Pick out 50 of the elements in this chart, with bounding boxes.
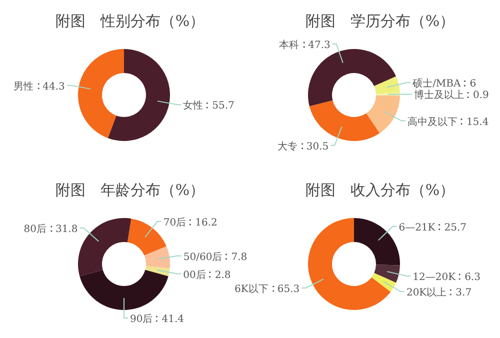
data-label: 65.3 [277,284,300,295]
donut-slice [308,49,396,106]
donut-slice [80,270,168,310]
slice-label: 12—20K [412,272,456,283]
slice-label: 6—21K [398,222,436,234]
slice-label: 6K以下 [234,282,268,295]
donut-slice [374,76,400,94]
chart-title: 附图 性别分布（%） [55,12,205,30]
slice-label: 00后 [183,268,206,281]
data-label: 47.3 [308,40,330,51]
slice-label: 80后 [24,223,46,236]
data-label: 16.2 [195,218,218,229]
donut-slice [108,49,170,141]
slice-label: 大专 [277,140,298,152]
slice-label: 博士及以上 [414,89,464,102]
data-label: 6.3 [464,272,480,283]
data-label: 41.4 [162,314,184,325]
data-label: 15.4 [466,116,489,128]
data-label: 44.3 [42,81,65,92]
donut-slice [308,218,391,310]
data-label: 25.7 [444,222,467,234]
donut-slice [145,266,170,276]
donut-slice [372,272,396,292]
chart-title: 附图 学历分布（%） [305,12,455,30]
slice-label: 硕士/MBA [412,78,462,90]
slice-label: 本科 [279,38,300,51]
donut-slice [354,218,400,266]
slice-label: 20K以上 [406,286,447,299]
data-label: 30.5 [306,141,329,152]
slice-label: 高中及以下 [407,116,458,128]
slice-label: 男性 [14,80,34,92]
data-label: 6 [470,78,476,90]
slice-label: 90后 [130,313,153,325]
chart-title: 附图 收入分布（%） [305,181,455,199]
chart-title: 附图 年龄分布（%） [55,181,205,199]
data-label: 0.9 [472,90,489,102]
data-label: 31.8 [55,224,78,236]
slice-label: 50/60后 [183,250,222,263]
donut-slice [366,95,400,134]
donut-slice [78,49,124,138]
donut-slice [309,100,380,141]
slice-label: 女性 [183,100,204,112]
donut-slice [144,246,170,268]
data-label: 7.8 [231,252,248,263]
slice-label: 70后 [163,216,186,229]
donut-slice [78,218,132,276]
data-label: 2.8 [214,270,231,281]
data-label: 3.7 [456,288,472,299]
data-label: 55.7 [212,100,234,112]
donut-slice [374,264,400,283]
